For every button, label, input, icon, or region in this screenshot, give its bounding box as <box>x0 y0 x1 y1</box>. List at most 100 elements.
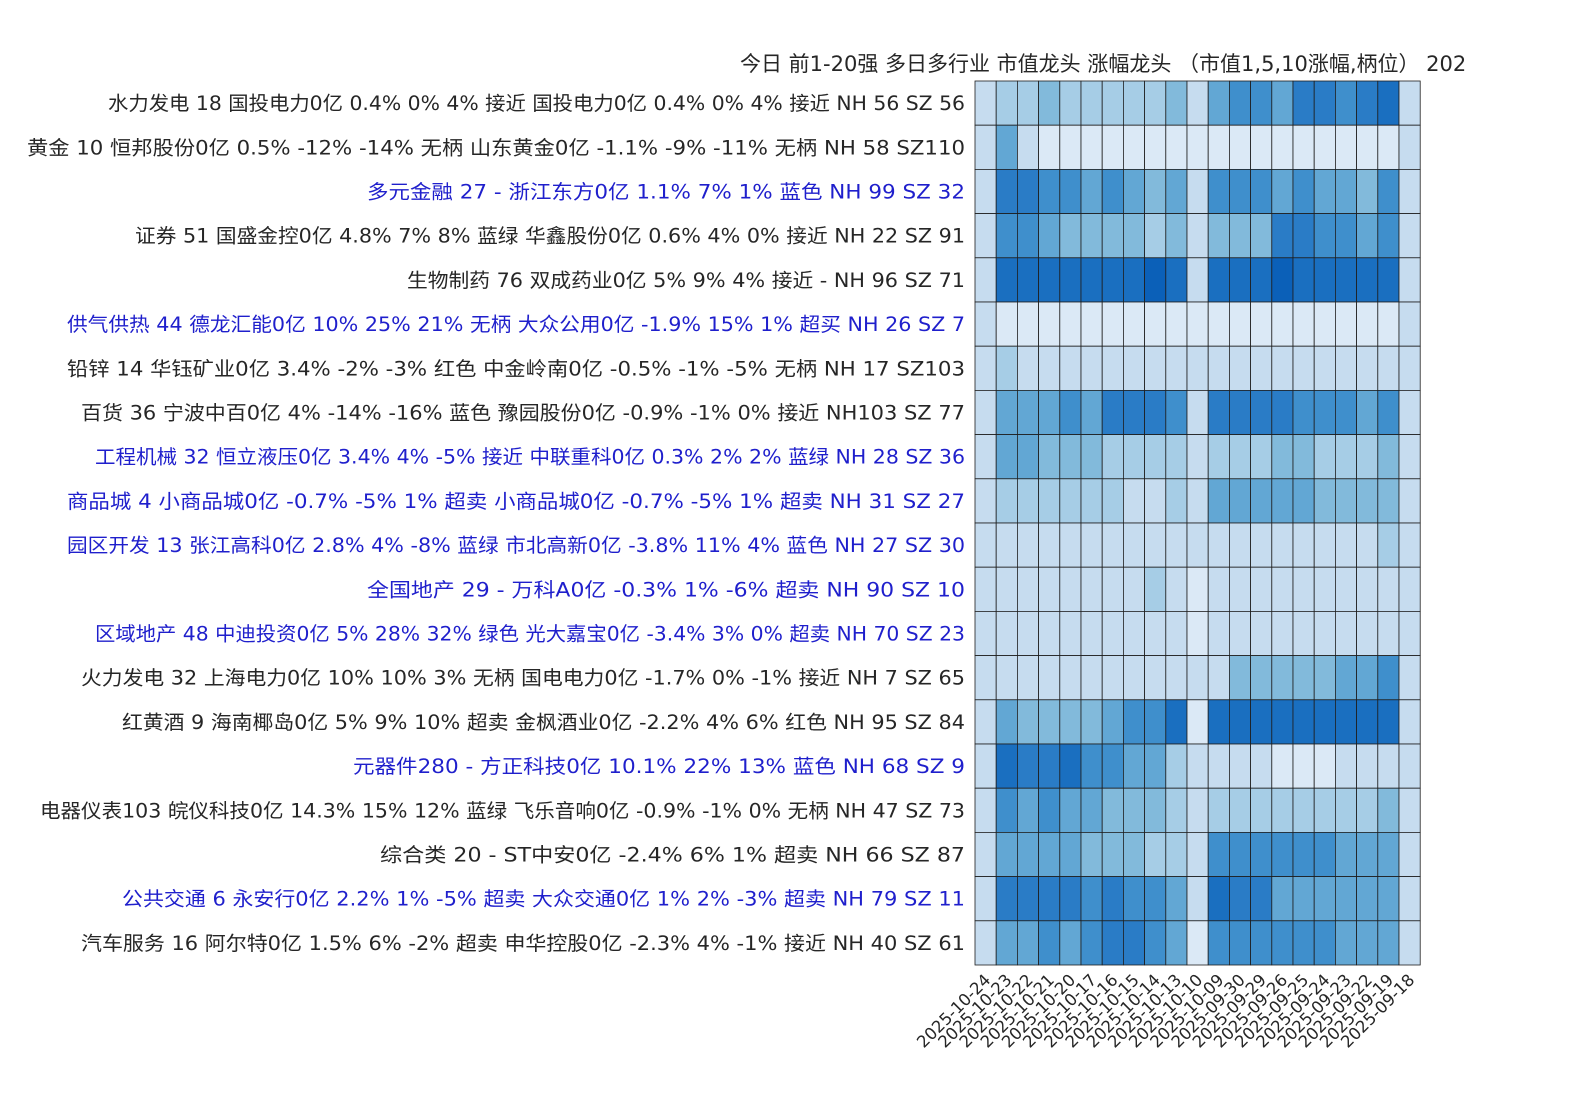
heatmap-cell <box>1186 566 1209 612</box>
heatmap-cell <box>1335 213 1358 259</box>
heatmap-cell <box>1335 876 1358 922</box>
heatmap-cell <box>1101 345 1124 391</box>
heatmap-cell <box>1250 345 1273 391</box>
heatmap-cell <box>1059 743 1082 789</box>
heatmap-cell <box>974 832 997 878</box>
heatmap-cell <box>1207 301 1230 347</box>
heatmap-cell <box>1313 655 1336 701</box>
heatmap-cell <box>1250 699 1273 745</box>
heatmap-cell <box>1250 168 1273 214</box>
heatmap-cell <box>1398 743 1421 789</box>
heatmap-cell <box>1271 124 1294 170</box>
row-label: 综合类 20 - ST中安0亿 -2.4% 6% 1% 超卖 NH 66 SZ … <box>380 844 965 867</box>
heatmap-cell <box>1292 743 1315 789</box>
row-label: 区域地产 48 中迪投资0亿 5% 28% 32% 绿色 光大嘉宝0亿 -3.4… <box>95 623 965 646</box>
heatmap-cell <box>1038 832 1061 878</box>
heatmap-cell <box>1335 124 1358 170</box>
heatmap-cell <box>1398 787 1421 833</box>
heatmap-cell <box>1398 566 1421 612</box>
x-axis-ticks: 2025-10-242025-10-232025-10-222025-10-21… <box>913 970 1418 1051</box>
heatmap-cell <box>1017 787 1040 833</box>
heatmap-cell <box>1101 787 1124 833</box>
row-label: 百货 36 宁波中百0亿 4% -14% -16% 蓝色 豫园股份0亿 -0.9… <box>81 402 965 425</box>
heatmap-cell <box>995 478 1018 524</box>
heatmap-cell <box>1123 478 1146 524</box>
heatmap-cell <box>1165 478 1188 524</box>
heatmap-cell <box>1186 389 1209 435</box>
heatmap-cell <box>1080 124 1103 170</box>
heatmap-cell <box>1101 389 1124 435</box>
heatmap-cell <box>1144 168 1167 214</box>
row-label: 园区开发 13 张江高科0亿 2.8% 4% -8% 蓝绿 市北高新0亿 -3.… <box>67 534 965 557</box>
heatmap-cell <box>995 566 1018 612</box>
heatmap-cell <box>1313 920 1336 966</box>
heatmap-cell <box>1292 434 1315 480</box>
heatmap-cell <box>1377 168 1400 214</box>
heatmap-cell <box>1165 434 1188 480</box>
heatmap-cell <box>1080 168 1103 214</box>
heatmap-cell <box>1398 699 1421 745</box>
heatmap-cell <box>1165 522 1188 568</box>
heatmap-cell <box>1101 566 1124 612</box>
heatmap-cell <box>1271 301 1294 347</box>
heatmap-cell <box>1165 876 1188 922</box>
heatmap-cell <box>1377 787 1400 833</box>
heatmap-cell <box>1271 213 1294 259</box>
heatmap-cell <box>1250 389 1273 435</box>
row-label: 火力发电 32 上海电力0亿 10% 10% 3% 无柄 国电电力0亿 -1.7… <box>81 667 965 690</box>
heatmap-cell <box>974 699 997 745</box>
heatmap-cell <box>1335 699 1358 745</box>
heatmap-cell <box>1059 876 1082 922</box>
heatmap-cell <box>1165 787 1188 833</box>
heatmap-cell <box>1377 124 1400 170</box>
heatmap-cell <box>1229 434 1252 480</box>
heatmap-cell <box>1101 301 1124 347</box>
heatmap-cell <box>1101 655 1124 701</box>
heatmap-cell <box>1186 478 1209 524</box>
heatmap-cell <box>1144 743 1167 789</box>
heatmap-cell <box>1101 522 1124 568</box>
heatmap-cell <box>1313 301 1336 347</box>
heatmap-cell <box>1335 389 1358 435</box>
heatmap-cell <box>1377 257 1400 303</box>
heatmap-cell <box>974 168 997 214</box>
heatmap-cell <box>1271 787 1294 833</box>
heatmap-cell <box>1059 80 1082 126</box>
chart-title: 今日 前1-20强 多日多行业 市值龙头 涨幅龙头 （市值1,5,10涨幅,柄位… <box>740 52 1466 76</box>
heatmap-cell <box>1271 434 1294 480</box>
heatmap-cell <box>1080 434 1103 480</box>
heatmap-cell <box>1059 301 1082 347</box>
heatmap-cell <box>1144 389 1167 435</box>
heatmap-cell <box>1207 832 1230 878</box>
heatmap-cell <box>974 124 997 170</box>
heatmap-cell <box>1292 124 1315 170</box>
heatmap-cell <box>995 655 1018 701</box>
heatmap-cell <box>1271 655 1294 701</box>
heatmap-cell <box>1356 213 1379 259</box>
heatmap-cell <box>1017 522 1040 568</box>
heatmap-cell <box>1377 699 1400 745</box>
heatmap-cell <box>995 920 1018 966</box>
heatmap-cell <box>1059 478 1082 524</box>
heatmap-cell <box>1144 920 1167 966</box>
heatmap-cell <box>974 743 997 789</box>
heatmap-cell <box>1292 876 1315 922</box>
heatmap-cell <box>974 566 997 612</box>
heatmap-cell <box>1038 920 1061 966</box>
heatmap-cell <box>1186 832 1209 878</box>
heatmap-cell <box>1377 566 1400 612</box>
heatmap-cell <box>1144 124 1167 170</box>
heatmap-cell <box>1398 611 1421 657</box>
heatmap-cell <box>1398 434 1421 480</box>
heatmap-cell <box>1144 876 1167 922</box>
heatmap-cell <box>1292 611 1315 657</box>
heatmap-cell <box>1186 920 1209 966</box>
heatmap-cell <box>1292 566 1315 612</box>
heatmap-cell <box>1313 80 1336 126</box>
heatmap-cell <box>1398 345 1421 391</box>
heatmap-cell <box>1017 655 1040 701</box>
heatmap-cell <box>1377 345 1400 391</box>
heatmap-cell <box>1101 80 1124 126</box>
heatmap-cell <box>974 80 997 126</box>
